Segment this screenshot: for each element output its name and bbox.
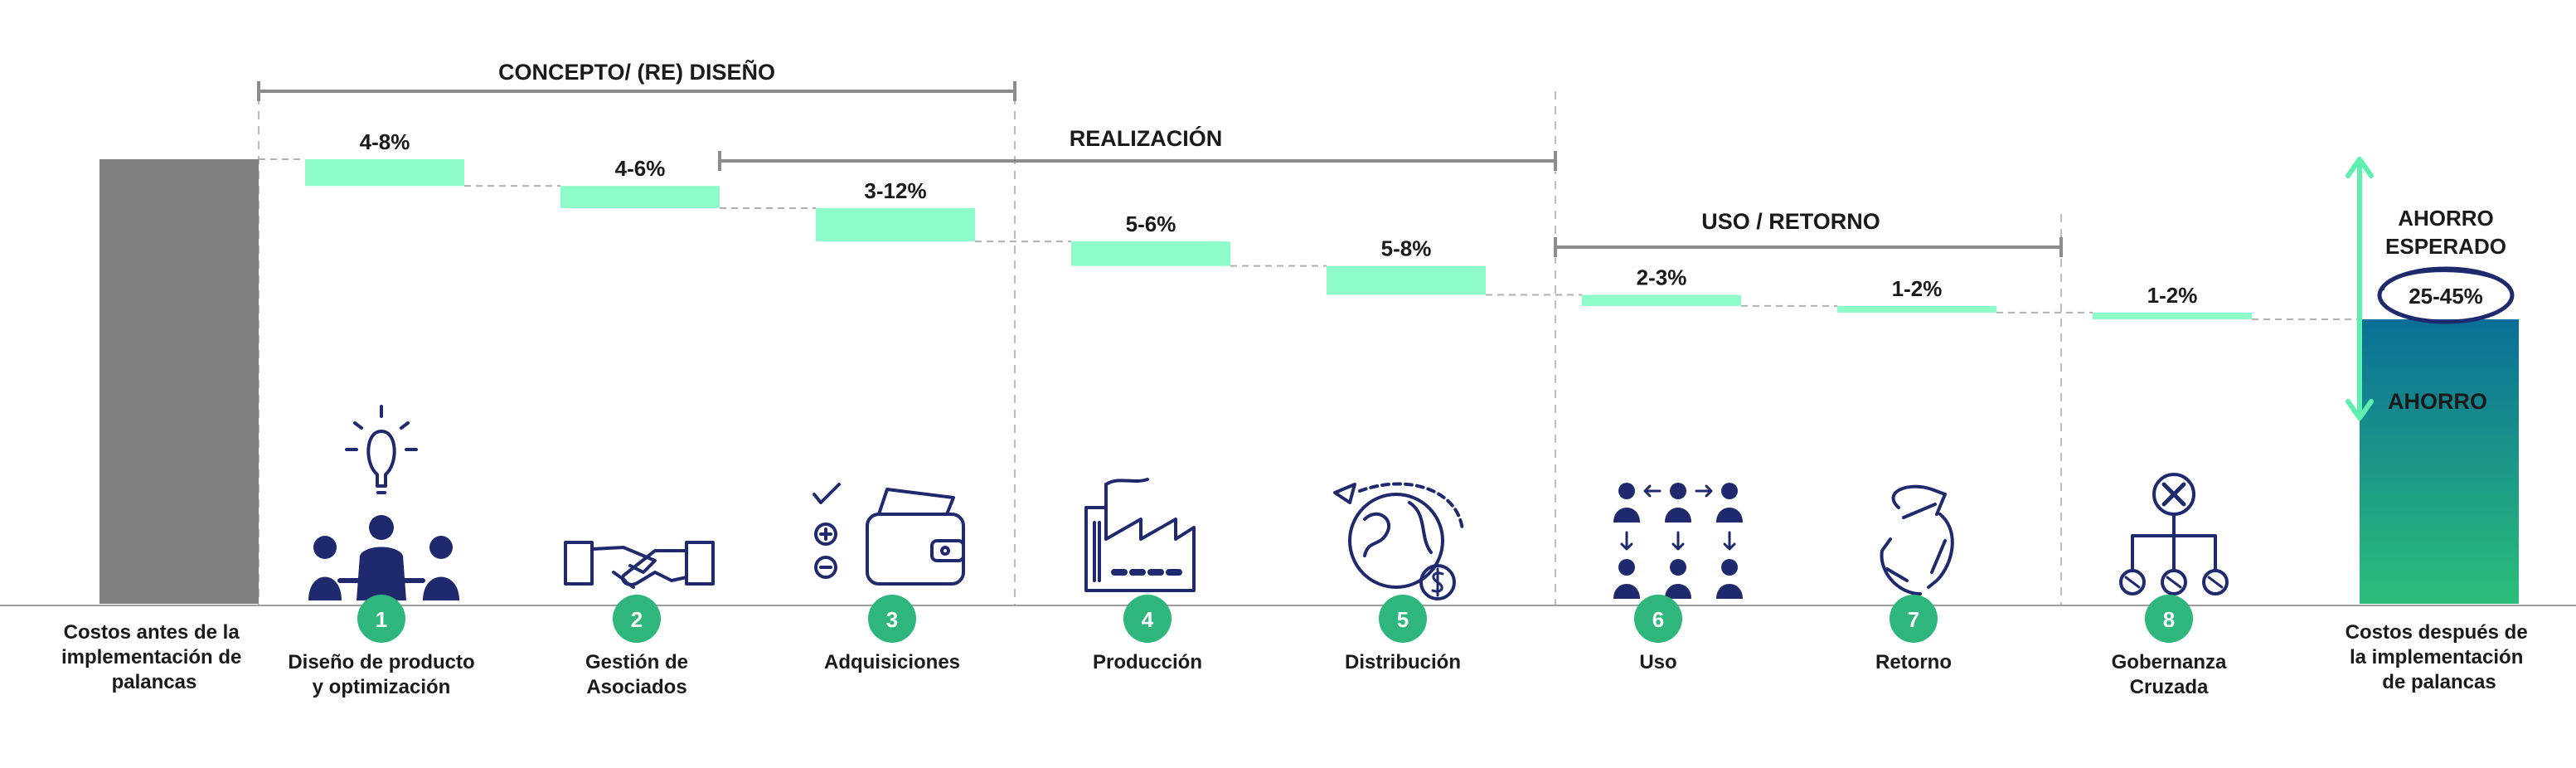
step-name: Adquisiciones bbox=[824, 651, 960, 673]
step-bar bbox=[1582, 294, 1741, 306]
value-labels: 4-8% 4-6% 3-12% 5-6% 5-8% 2-3% 1-2% 1-2% bbox=[360, 129, 2198, 308]
step-badge-number: 5 bbox=[1397, 607, 1409, 632]
after-label-line: de palancas bbox=[2382, 671, 2496, 693]
savings-range-oval bbox=[2377, 266, 2515, 324]
step-bar bbox=[1837, 305, 1996, 313]
step-names: Diseño de producto y optimización Gestión … bbox=[288, 651, 2227, 698]
before-label: Costos antes de la implementación de pal… bbox=[61, 621, 247, 693]
handshake-icon bbox=[564, 541, 715, 589]
step-badge bbox=[2145, 595, 2193, 643]
step-badge-number: 8 bbox=[2163, 607, 2175, 632]
step-badge-number: 7 bbox=[1908, 607, 1919, 632]
step-value-label: 5-8% bbox=[1381, 236, 1432, 261]
savings-label: AHORRO bbox=[2388, 389, 2487, 414]
step-bar bbox=[305, 159, 464, 187]
bracket-concepto bbox=[257, 81, 1016, 101]
step-bars bbox=[305, 159, 2252, 319]
step-name: Gobernanza bbox=[2112, 651, 2227, 673]
step-bar bbox=[2093, 312, 2252, 319]
step-name: Cruzada bbox=[2130, 676, 2209, 698]
step-name: Producción bbox=[1093, 651, 1202, 673]
step-badge-number: 6 bbox=[1652, 607, 1664, 632]
meeting-icon bbox=[308, 405, 459, 600]
step-value-label: 5-6% bbox=[1126, 211, 1176, 236]
step-badge-number: 2 bbox=[631, 607, 643, 632]
step-badge-number: 4 bbox=[1142, 607, 1154, 632]
before-label-line: palancas bbox=[112, 671, 197, 693]
step-name: Uso bbox=[1639, 651, 1676, 673]
bracket-uso bbox=[1554, 237, 2063, 257]
step-name: Asociados bbox=[586, 676, 686, 698]
step-bar bbox=[1071, 241, 1230, 266]
step-value-label: 4-6% bbox=[615, 156, 666, 181]
step-value-label: 1-2% bbox=[2147, 283, 2198, 308]
bracket-realizacion bbox=[718, 151, 1557, 171]
step-badge bbox=[1634, 595, 1682, 643]
icons bbox=[308, 405, 2229, 600]
step-value-label: 3-12% bbox=[864, 178, 926, 203]
phase-label-realizacion: REALIZACIÓN bbox=[1070, 125, 1223, 151]
after-label-line: Costos después de bbox=[2346, 621, 2528, 644]
step-name: Retorno bbox=[1875, 651, 1952, 673]
after-label-line: la implementación bbox=[2350, 646, 2523, 668]
step-name: Diseño de producto bbox=[288, 651, 474, 673]
before-label-line: implementación de bbox=[61, 646, 241, 668]
step-bar bbox=[1327, 265, 1486, 295]
people-network-icon bbox=[1613, 483, 1743, 599]
connector-lines bbox=[259, 158, 2360, 320]
step-badge-number: 3 bbox=[886, 607, 898, 632]
oval-scribble bbox=[2381, 270, 2510, 291]
step-badge bbox=[357, 595, 405, 643]
factory-icon bbox=[1084, 478, 1196, 592]
savings-arrow bbox=[2346, 157, 2374, 420]
step-name: y optimización bbox=[313, 676, 451, 698]
step-value-label: 4-8% bbox=[360, 129, 410, 154]
step-value-label: 2-3% bbox=[1637, 265, 1687, 289]
step-badge bbox=[613, 595, 661, 643]
step-badge bbox=[868, 595, 916, 643]
phase-label-uso: USO / RETORNO bbox=[1701, 209, 1880, 234]
step-badges: 1 2 3 4 5 6 7 8 bbox=[357, 595, 2193, 643]
recycle-icon bbox=[1880, 484, 1954, 595]
step-bar bbox=[560, 186, 720, 208]
savings-range: 25-45% bbox=[2409, 284, 2483, 309]
before-label-line: Costos antes de la bbox=[64, 621, 240, 644]
step-value-label: 1-2% bbox=[1892, 276, 1943, 301]
savings-title-line1: AHORRO bbox=[2398, 206, 2494, 231]
after-label: Costos después de la implementación de p… bbox=[2346, 621, 2534, 693]
step-name: Distribución bbox=[1345, 651, 1461, 673]
wallet-icon bbox=[813, 483, 965, 586]
step-badge-number: 1 bbox=[376, 607, 387, 632]
governance-icon bbox=[2119, 473, 2229, 595]
savings-title-line2: ESPERADO bbox=[2385, 234, 2506, 259]
globe-icon bbox=[1333, 482, 1464, 600]
phase-label-concepto: CONCEPTO/ (RE) DISEÑO bbox=[498, 59, 775, 85]
step-badge bbox=[1379, 595, 1427, 643]
step-badge bbox=[1123, 595, 1172, 643]
phase-brackets bbox=[257, 81, 2063, 257]
step-bar bbox=[816, 207, 975, 242]
bar-before bbox=[99, 159, 259, 604]
step-name: Gestión de bbox=[585, 651, 688, 673]
step-badge bbox=[1890, 595, 1938, 643]
bar-after bbox=[2360, 318, 2519, 604]
